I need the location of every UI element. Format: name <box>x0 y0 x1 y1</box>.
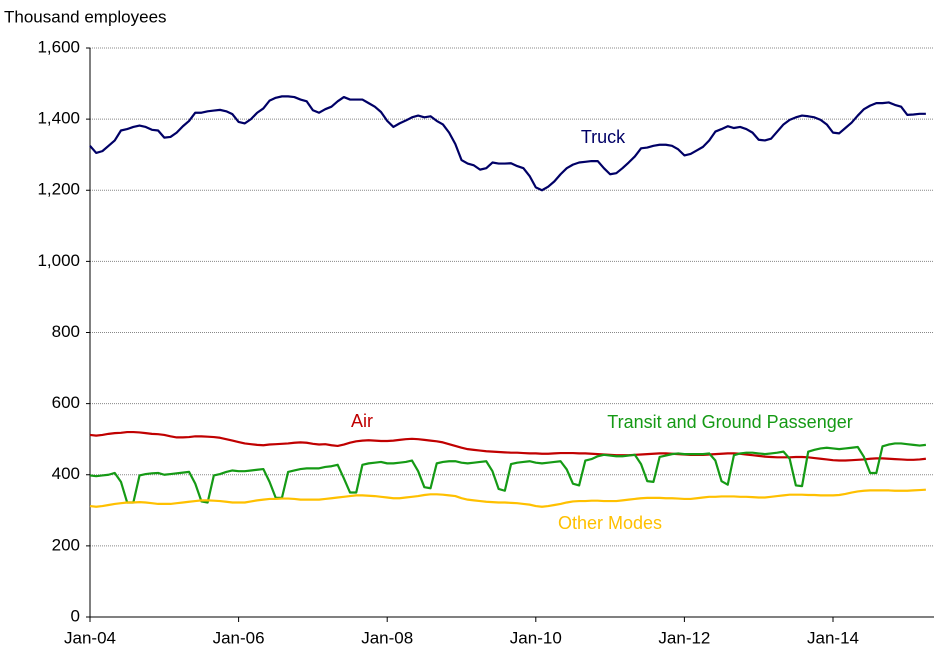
y-tick-label: 1,200 <box>37 180 80 199</box>
y-tick-label: 200 <box>52 535 80 554</box>
y-tick-label: 800 <box>52 322 80 341</box>
y-tick-label: 400 <box>52 464 80 483</box>
y-tick-label: 0 <box>71 606 80 625</box>
y-tick-label: 1,400 <box>37 109 80 128</box>
x-tick-label: Jan-06 <box>213 628 265 647</box>
x-tick-label: Jan-04 <box>64 628 116 647</box>
series-label: Transit and Ground Passenger <box>607 412 852 432</box>
y-tick-label: 600 <box>52 393 80 412</box>
x-tick-label: Jan-08 <box>361 628 413 647</box>
series-line <box>89 430 927 462</box>
y-axis-title: Thousand employees <box>4 7 167 26</box>
y-tick-label: 1,600 <box>37 37 80 56</box>
series-label: Other Modes <box>558 513 662 533</box>
x-tick-label: Jan-10 <box>510 628 562 647</box>
series-label: Truck <box>581 127 626 147</box>
series-line <box>89 488 926 508</box>
y-tick-label: 1,000 <box>37 251 80 270</box>
series-line <box>89 442 927 504</box>
x-tick-label: Jan-14 <box>807 628 859 647</box>
series-line <box>89 95 926 192</box>
series-label: Air <box>351 411 373 431</box>
x-tick-label: Jan-12 <box>658 628 710 647</box>
